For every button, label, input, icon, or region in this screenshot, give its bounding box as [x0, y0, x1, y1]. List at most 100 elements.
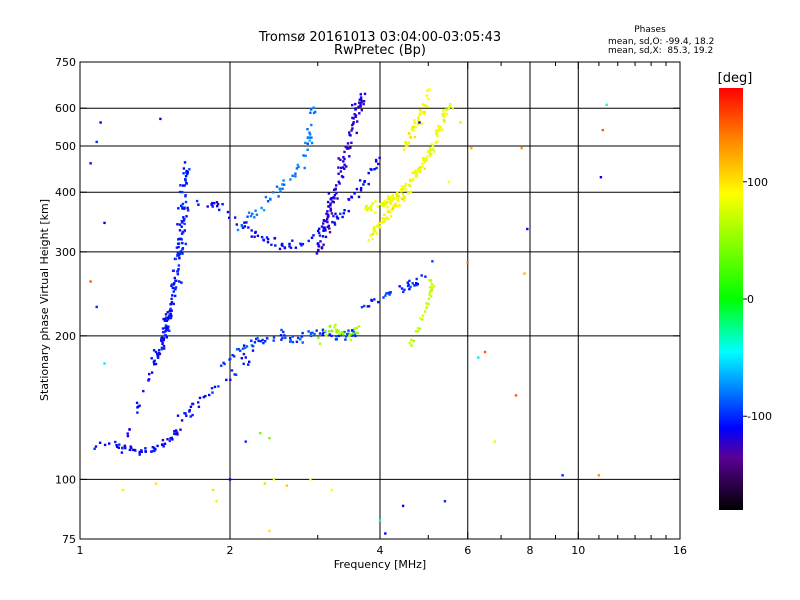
trace-point [319, 240, 322, 243]
trace-point [273, 236, 276, 240]
trace-point [164, 327, 168, 330]
trace-point [299, 242, 302, 245]
trace-point [389, 211, 392, 214]
trace-point [322, 227, 325, 230]
trace-point [247, 363, 250, 366]
trace-point [306, 128, 309, 131]
trace-point [321, 235, 325, 238]
trace-point [281, 187, 284, 190]
trace-point [391, 194, 394, 197]
trace-point [226, 210, 230, 214]
trace-point [425, 307, 428, 310]
trace-point [388, 293, 391, 296]
trace-point [173, 432, 176, 435]
trace-point [399, 187, 403, 191]
trace-point [181, 207, 184, 210]
trace-point [245, 221, 248, 224]
trace-point [284, 336, 287, 340]
trace-point [262, 341, 265, 345]
trace-point [296, 163, 299, 167]
trace-point [206, 205, 209, 208]
trace-point [183, 184, 186, 187]
trace-point [447, 107, 451, 110]
trace-point [151, 446, 154, 449]
trace-point [445, 112, 448, 116]
trace-point [308, 133, 312, 136]
trace-point [310, 136, 313, 139]
trace-point [265, 336, 269, 340]
scatter-point [466, 261, 469, 264]
trace-point [371, 202, 374, 205]
trace-point [253, 216, 256, 219]
trace-point [168, 314, 171, 317]
trace-point [310, 108, 313, 111]
trace-point [326, 210, 329, 213]
trace-point [324, 229, 327, 232]
trace-point [424, 104, 427, 107]
trace-point [428, 286, 432, 289]
trace-point [174, 286, 178, 289]
trace-point [318, 227, 321, 230]
trace-point [343, 157, 346, 161]
trace-point [275, 185, 279, 188]
trace-point [366, 208, 369, 212]
trace-point [343, 150, 346, 154]
trace-point [389, 201, 393, 204]
trace-point [242, 362, 245, 365]
trace-point [406, 281, 409, 284]
trace-point [392, 196, 395, 199]
trace-point [330, 197, 333, 200]
trace-point [183, 229, 186, 232]
trace-point [333, 197, 336, 200]
trace-point [317, 244, 320, 247]
trace-point [411, 282, 414, 285]
scatter-point [103, 362, 106, 365]
scatter-point [228, 478, 232, 481]
trace-point [162, 338, 165, 342]
trace-point [197, 401, 200, 404]
trace-point [337, 180, 340, 183]
trace-point [398, 285, 401, 288]
trace-point [427, 302, 430, 306]
data-points [89, 88, 608, 535]
trace-point [413, 171, 417, 175]
trace-point [177, 238, 180, 241]
trace-point [317, 248, 320, 252]
trace-point [163, 347, 166, 350]
trace-point [333, 193, 337, 197]
scatter-point [418, 121, 421, 124]
trace-point [401, 197, 404, 201]
trace-point [289, 337, 292, 340]
legend-box: Phases mean, sd,O: -99.4, 18.2 mean, sd,… [608, 25, 714, 56]
trace-point [215, 201, 219, 204]
trace-point [177, 264, 181, 267]
trace-point [301, 242, 305, 246]
trace-point [429, 279, 433, 282]
scatter-point [526, 227, 529, 231]
trace-point [404, 188, 407, 191]
trace-point [380, 220, 383, 224]
trace-point [349, 146, 352, 149]
colorbar-label: [deg] [718, 71, 753, 86]
trace-point [291, 335, 294, 338]
trace-point [412, 129, 415, 132]
gridlines [80, 62, 680, 539]
trace-point [391, 206, 395, 209]
trace-point [282, 183, 286, 186]
trace-point [394, 202, 397, 206]
trace-point [271, 191, 275, 194]
trace-point [373, 298, 376, 301]
trace-point [359, 105, 362, 108]
trace-point [356, 331, 359, 335]
scatter-point [99, 121, 102, 124]
trace-point [414, 330, 418, 333]
trace-point [425, 305, 429, 309]
trace-point [354, 108, 357, 111]
trace-point [313, 332, 316, 336]
trace-point [204, 394, 207, 398]
trace-point [255, 337, 258, 341]
trace-point [174, 430, 178, 433]
trace-point [392, 204, 396, 208]
trace-point [352, 122, 355, 125]
trace-point [178, 280, 181, 283]
